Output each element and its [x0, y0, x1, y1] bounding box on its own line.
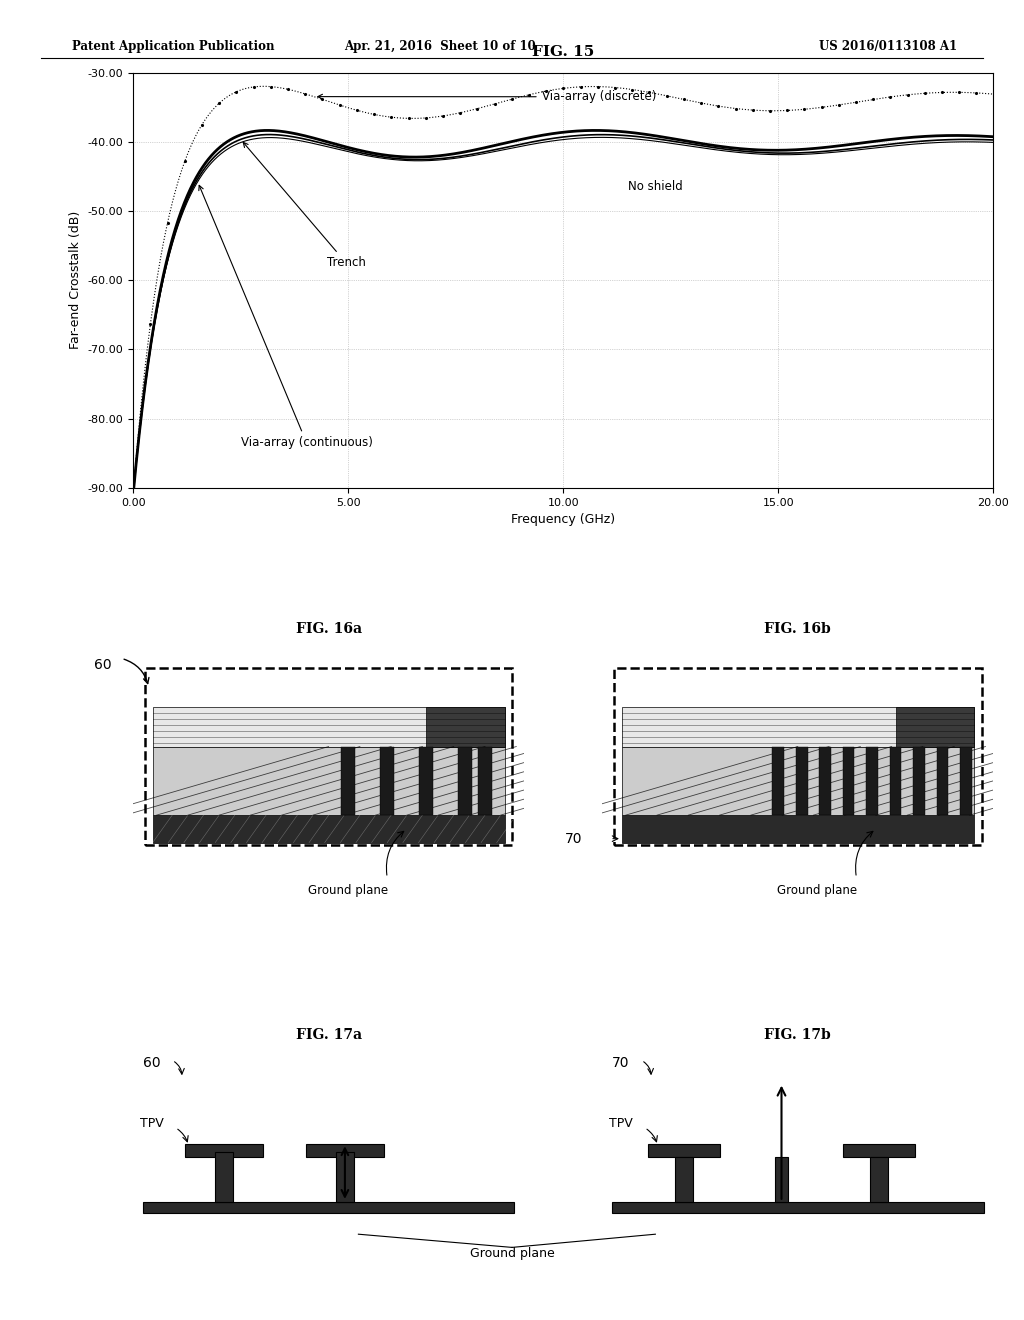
Text: No shield: No shield: [628, 181, 682, 193]
Bar: [775, 1156, 788, 1201]
Text: TPV: TPV: [139, 1117, 164, 1130]
Bar: [913, 747, 925, 816]
Text: Ground plane: Ground plane: [470, 1247, 554, 1261]
Polygon shape: [426, 708, 505, 747]
Bar: [306, 1144, 384, 1156]
Bar: [870, 1156, 888, 1201]
Bar: [843, 747, 854, 816]
Polygon shape: [622, 708, 974, 747]
Bar: [675, 1156, 692, 1201]
Bar: [844, 1144, 915, 1156]
Polygon shape: [896, 708, 974, 747]
Bar: [459, 747, 472, 816]
Bar: [380, 747, 394, 816]
Bar: [478, 747, 493, 816]
Text: 70: 70: [612, 1056, 630, 1069]
Text: 60: 60: [143, 1056, 161, 1069]
Text: Trench: Trench: [244, 143, 366, 269]
Bar: [937, 747, 948, 816]
Text: Via-array (discrete): Via-array (discrete): [317, 90, 656, 103]
Bar: [796, 747, 808, 816]
Bar: [143, 1201, 514, 1213]
Title: FIG. 16b: FIG. 16b: [764, 622, 831, 636]
Bar: [341, 747, 355, 816]
Bar: [336, 1152, 354, 1201]
Bar: [185, 1144, 263, 1156]
Bar: [612, 1201, 983, 1213]
Bar: [419, 747, 433, 816]
Title: FIG. 15: FIG. 15: [532, 45, 594, 59]
Text: Ground plane: Ground plane: [308, 883, 388, 896]
Text: TPV: TPV: [609, 1117, 633, 1130]
Title: FIG. 17a: FIG. 17a: [296, 1028, 361, 1041]
Title: FIG. 16a: FIG. 16a: [296, 622, 361, 636]
Text: Ground plane: Ground plane: [777, 883, 857, 896]
Text: 70: 70: [565, 832, 583, 846]
Polygon shape: [622, 747, 974, 816]
Title: FIG. 17b: FIG. 17b: [764, 1028, 831, 1041]
Text: Apr. 21, 2016  Sheet 10 of 10: Apr. 21, 2016 Sheet 10 of 10: [344, 40, 537, 53]
X-axis label: Frequency (GHz): Frequency (GHz): [511, 513, 615, 527]
Bar: [819, 747, 831, 816]
Text: Patent Application Publication: Patent Application Publication: [72, 40, 274, 53]
Text: US 2016/0113108 A1: US 2016/0113108 A1: [819, 40, 957, 53]
Bar: [866, 747, 878, 816]
Bar: [648, 1144, 720, 1156]
Y-axis label: Far-end Crosstalk (dB): Far-end Crosstalk (dB): [69, 211, 82, 350]
Bar: [890, 747, 901, 816]
Text: 60: 60: [94, 659, 112, 672]
Polygon shape: [153, 747, 505, 816]
Polygon shape: [622, 816, 974, 842]
Polygon shape: [153, 816, 505, 842]
Bar: [215, 1152, 233, 1201]
Polygon shape: [153, 708, 505, 747]
Bar: [961, 747, 972, 816]
Bar: [772, 747, 784, 816]
Text: Via-array (continuous): Via-array (continuous): [199, 185, 373, 449]
